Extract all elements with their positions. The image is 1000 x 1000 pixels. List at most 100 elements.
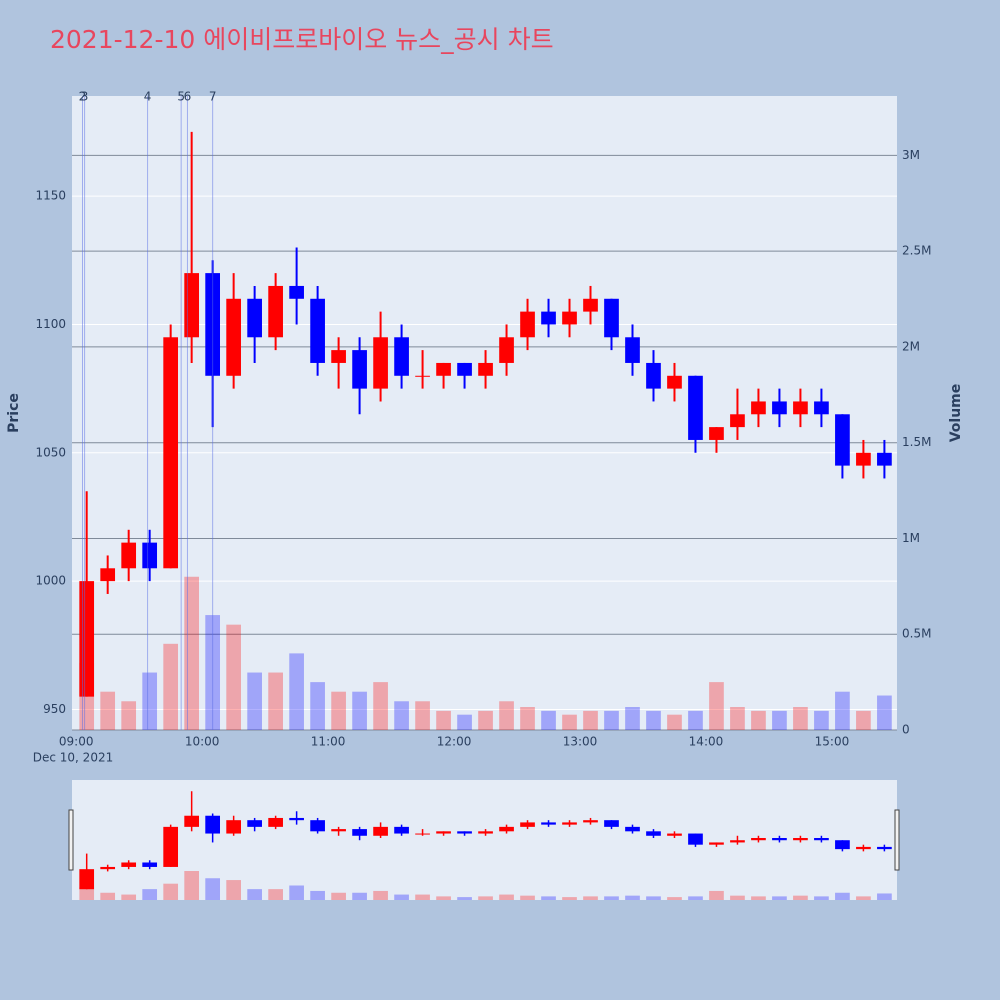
x-tick-label: 09:00 [59, 735, 94, 749]
candle-body [415, 375, 430, 377]
volume-bar [499, 701, 514, 730]
volume-bar [709, 682, 724, 730]
mini-volume-bar [625, 895, 640, 900]
x-tick-label: 13:00 [563, 735, 598, 749]
volume-bar [562, 714, 577, 730]
candle-body [478, 362, 493, 376]
candle-body [142, 542, 158, 569]
candle-body [709, 427, 724, 440]
mini-volume-bar [226, 880, 241, 900]
candle-body [877, 452, 892, 466]
volume-bar [163, 643, 179, 730]
volume-bar [436, 710, 451, 730]
volume-bar [625, 707, 640, 730]
candle-body [772, 401, 787, 415]
mini-volume-bar [184, 870, 200, 900]
volume-bar [331, 691, 346, 730]
y-tick-label: 1100 [35, 317, 66, 331]
mini-volume-bar [247, 889, 262, 900]
mini-candle-body [856, 846, 871, 850]
y2-tick-label: 2M [902, 339, 920, 353]
candle-body [583, 298, 598, 312]
mini-candle-body [373, 826, 388, 836]
mini-volume-bar [289, 885, 304, 900]
volume-bar [457, 714, 472, 730]
mini-volume-bar [268, 889, 283, 900]
candle-body [793, 401, 808, 415]
mini-volume-bar [793, 895, 808, 900]
candle-body [856, 452, 871, 466]
y-tick-label: 1000 [35, 574, 66, 588]
mini-candle-body [331, 829, 346, 832]
volume-bar [604, 710, 619, 730]
volume-bar [226, 624, 241, 730]
candle-body [835, 414, 850, 466]
mini-candle-body [394, 826, 409, 834]
mini-candle-body [226, 820, 241, 834]
mini-candle-body [247, 820, 262, 827]
mini-volume-bar [604, 896, 619, 900]
volume-bar [121, 701, 137, 730]
mini-candle-body [352, 829, 367, 836]
candle-body [331, 350, 346, 363]
mini-candle-body [163, 826, 179, 867]
mini-volume-bar [583, 896, 598, 900]
x-date-label: Dec 10, 2021 [33, 751, 113, 765]
mini-candle-body [709, 842, 724, 845]
news-label: 4 [144, 90, 152, 104]
volume-bar [268, 672, 283, 730]
volume-bar [352, 691, 367, 730]
mini-candle-body [604, 820, 619, 827]
volume-bar [310, 682, 325, 730]
candle-body [814, 401, 829, 415]
volume-bar [415, 701, 430, 730]
candle-body [310, 298, 325, 363]
mini-candle-body [583, 820, 598, 823]
mini-candle-body [205, 815, 220, 834]
candle-body [499, 337, 514, 363]
mini-volume-bar [331, 892, 346, 900]
candle-body [562, 311, 577, 325]
y2-tick-label: 1.5M [902, 435, 931, 449]
mini-candle-body [121, 862, 137, 867]
volume-bar [100, 691, 116, 730]
mini-volume-bar [478, 896, 493, 900]
mini-volume-bar [751, 896, 766, 900]
mini-candle-body [499, 826, 514, 832]
mini-volume-bar [415, 894, 430, 900]
candle-body [373, 337, 388, 389]
mini-candle-body [730, 840, 745, 843]
mini-volume-bar [562, 897, 577, 900]
mini-candle-body [79, 869, 95, 890]
volume-bar [142, 672, 158, 730]
range-handle-left[interactable] [68, 809, 74, 871]
volume-bar [394, 701, 409, 730]
volume-bar [646, 710, 661, 730]
y2-tick-label: 0.5M [902, 627, 931, 641]
candle-body [121, 542, 137, 569]
mini-candle-body [268, 817, 283, 827]
mini-candle-body [877, 846, 892, 850]
range-handle-right[interactable] [894, 809, 900, 871]
volume-bar [793, 707, 808, 730]
mini-volume-bar [205, 878, 220, 900]
mini-volume-bar [100, 892, 116, 900]
news-label: 3 [81, 90, 89, 104]
candle-body [184, 273, 200, 338]
mini-volume-bar [688, 896, 703, 900]
news-label: 6 [184, 90, 192, 104]
mini-candle-body [478, 831, 493, 834]
y2-tick-label: 2.5M [902, 244, 931, 258]
volume-bar [520, 707, 535, 730]
x-tick-label: 14:00 [689, 735, 724, 749]
volume-bar [583, 710, 598, 730]
candle-body [247, 298, 262, 338]
candle-body [688, 375, 703, 440]
volume-bar [184, 576, 200, 730]
candle-body [268, 285, 283, 338]
mini-volume-bar [457, 897, 472, 900]
mini-candle-body [772, 837, 787, 841]
mini-volume-bar [877, 893, 892, 900]
volume-bar [814, 710, 829, 730]
